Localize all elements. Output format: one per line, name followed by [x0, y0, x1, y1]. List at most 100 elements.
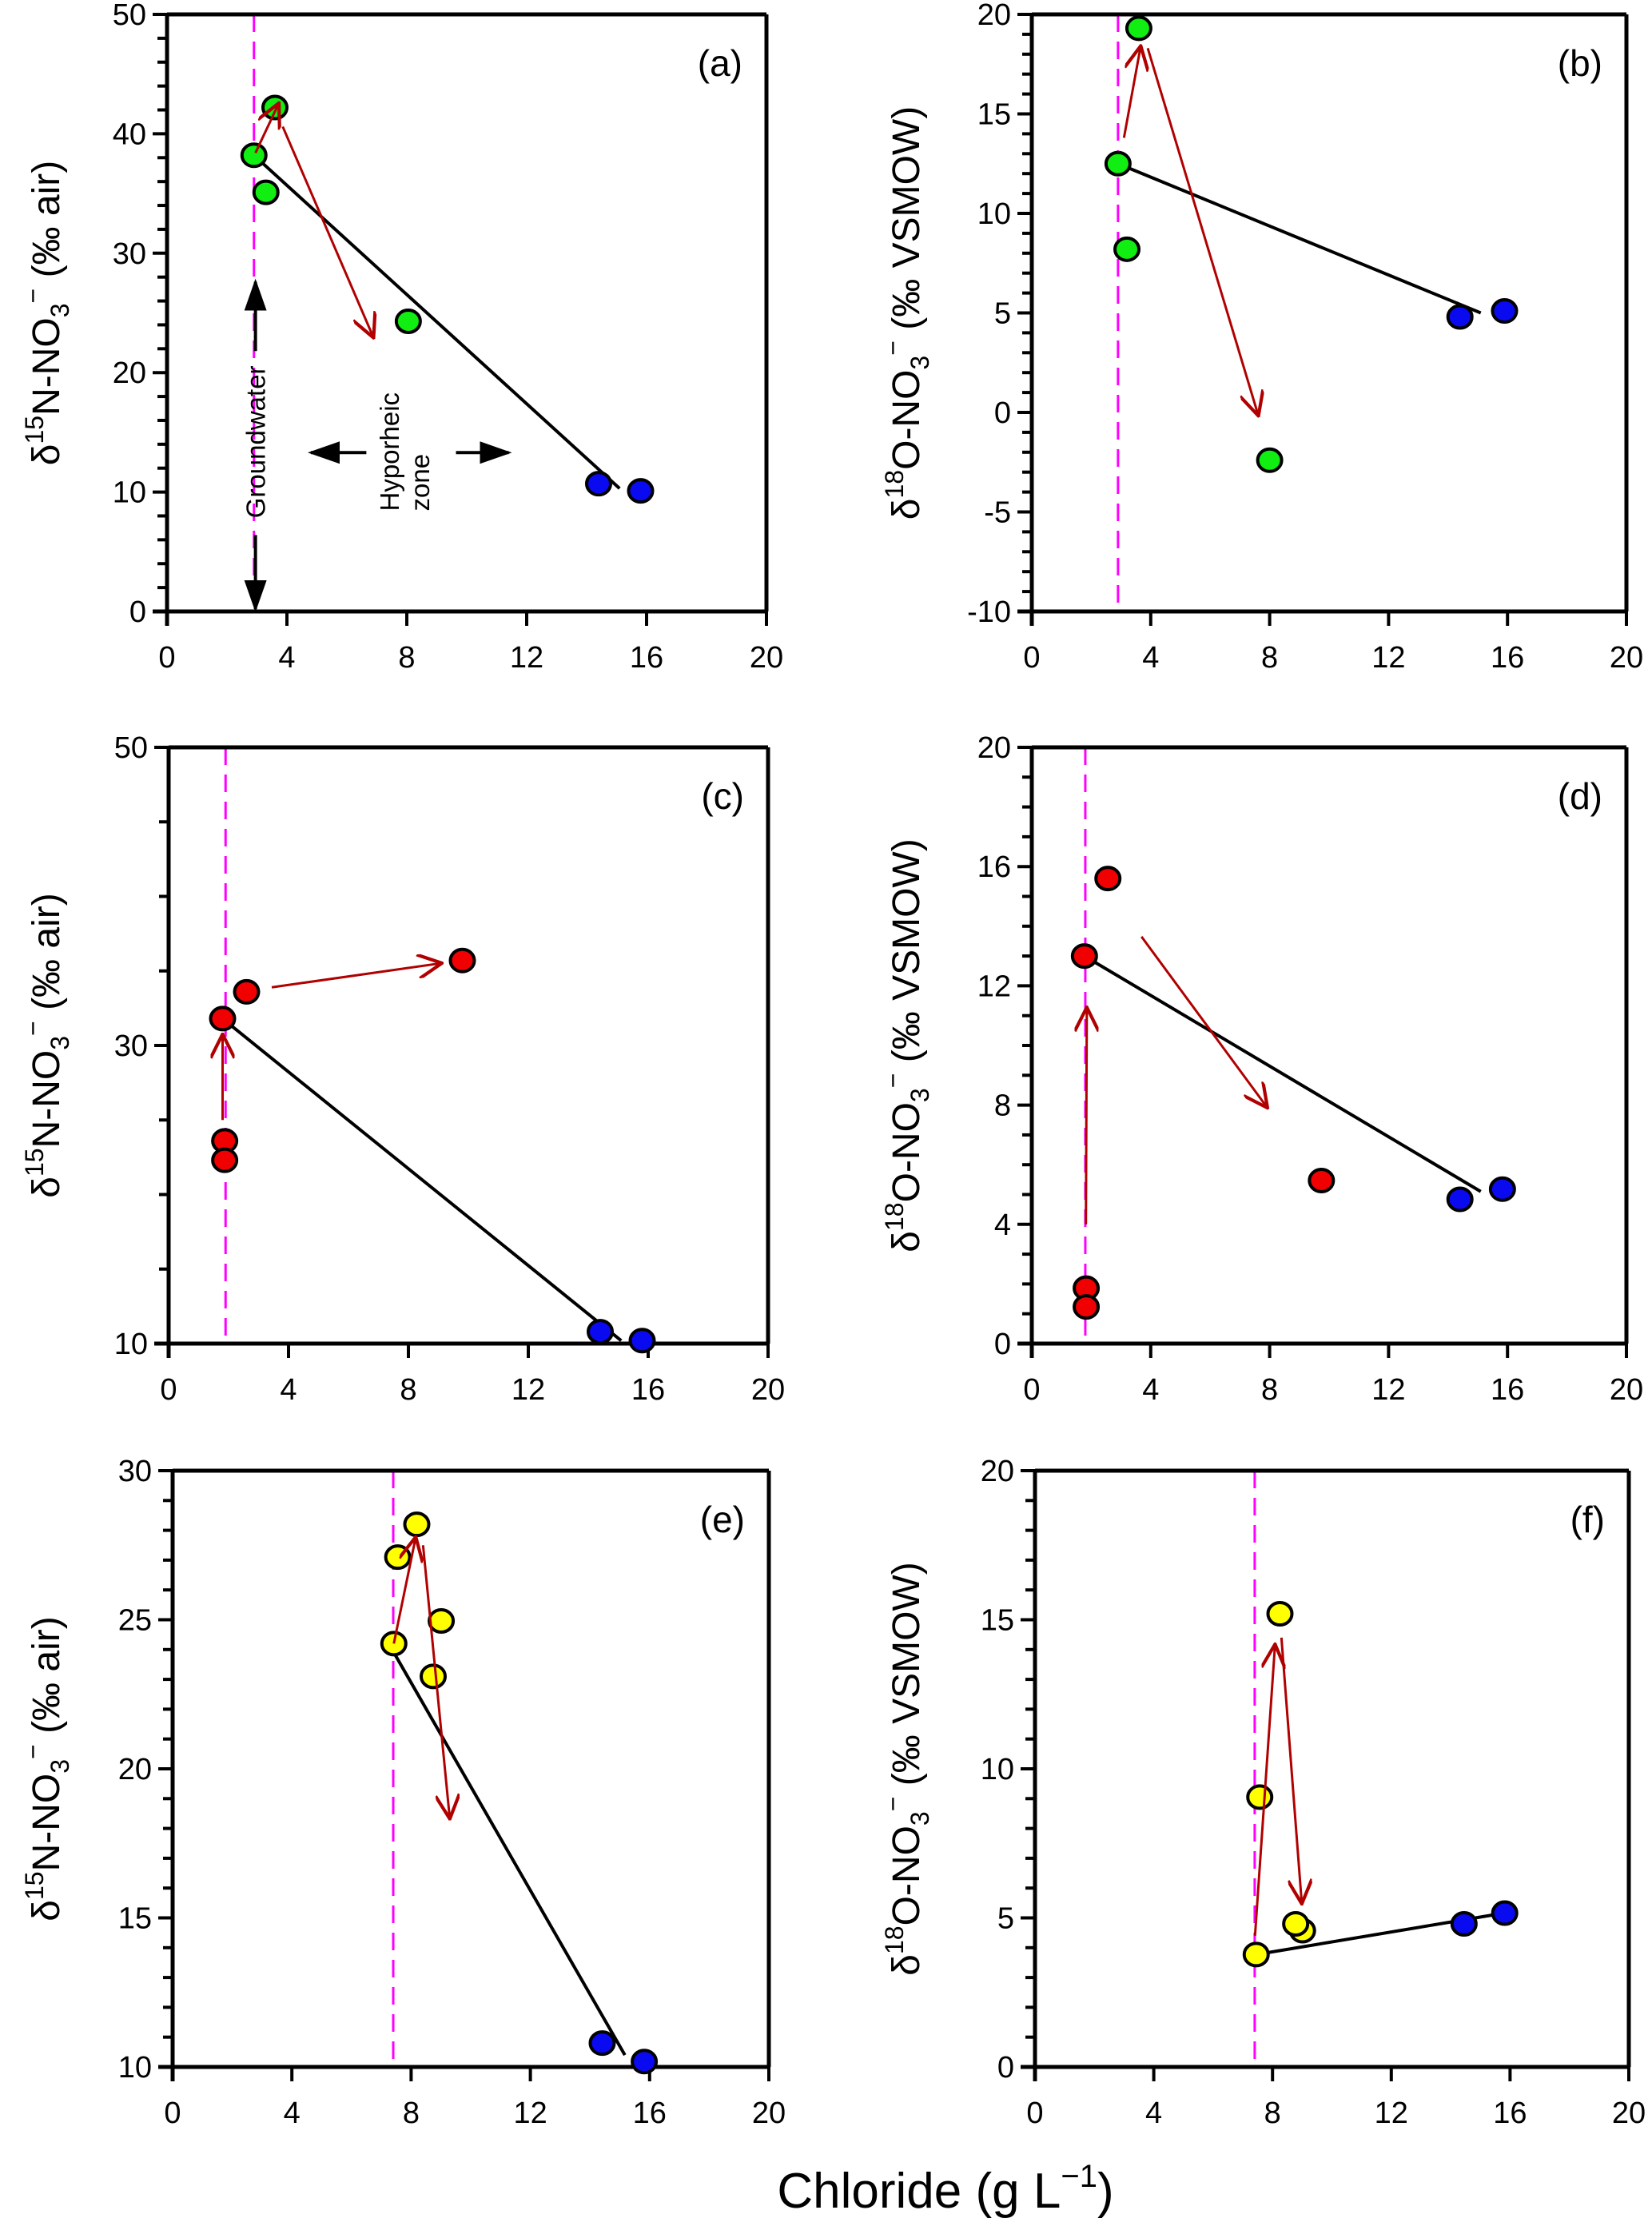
panel-e: 10 15 20 25 30 0 4 8 12 16 20 (e) δ15N-NO3− (‰ air): [18, 1455, 786, 2130]
hyporheic-point: [1308, 1167, 1336, 1193]
x-tick-label: 16: [630, 641, 663, 675]
hyporheic-point: [1266, 1601, 1294, 1627]
y-tick-label: 25: [118, 1604, 152, 1638]
y-tick-label: 0: [997, 2051, 1014, 2085]
river-point: [1488, 1176, 1516, 1202]
x-tick-label: 4: [284, 2097, 301, 2130]
y-axis-title: δ15N-NO3− (‰ air): [18, 893, 74, 1197]
panel-label: (d): [1558, 775, 1602, 817]
x-tick-label: 20: [1610, 641, 1643, 675]
x-tick-label: 16: [1493, 2097, 1527, 2130]
x-tick-label: 8: [1261, 1373, 1278, 1407]
mixing-line: [1117, 161, 1482, 315]
y-tick-label: 4: [994, 1209, 1011, 1242]
hyporheic-point: [233, 978, 261, 1005]
y-tick-label: 16: [977, 850, 1011, 884]
panel-a: 0 10 20 30 40 50 0 4 8 12 16 20 (a) δ15N-NO3− (‰ air)…: [18, 0, 783, 675]
panel-c: 10 30 50 0 4 8 12 16 20 (c) δ15N-NO3− (‰ air): [18, 731, 785, 1407]
y-tick-label: 0: [994, 1328, 1011, 1361]
y-tick-label: 20: [113, 356, 146, 390]
x-tick-label: 0: [1023, 641, 1040, 675]
x-tick-label: 20: [1610, 1373, 1643, 1407]
y-tick-label: 0: [129, 595, 146, 629]
x-tick-label: 8: [403, 2097, 420, 2130]
trend-arrow: [1280, 1637, 1301, 1901]
river-point: [1446, 1186, 1474, 1213]
x-tick-label: 0: [158, 641, 175, 675]
x-tick-label: 8: [400, 1373, 416, 1407]
hyporheic-point: [1246, 1784, 1274, 1810]
river-point: [588, 2030, 616, 2057]
trend-arrow: [1086, 1009, 1087, 1225]
hyporheic-point: [240, 142, 268, 169]
y-tick-label: 10: [113, 476, 146, 510]
river-point: [587, 1319, 614, 1345]
panel-label: (b): [1558, 42, 1602, 84]
hyporheic-point: [420, 1663, 448, 1690]
y-axis-title: δ15N-NO3− (‰ air): [18, 161, 74, 465]
x-tick-label: 20: [750, 641, 783, 675]
hyporheic-point: [1094, 866, 1122, 892]
y-tick-label: 50: [113, 0, 146, 32]
hyporheic-point: [1256, 447, 1284, 473]
river-point: [631, 2049, 659, 2075]
panel-label: (f): [1570, 1499, 1605, 1540]
hyporheic-point: [261, 94, 289, 121]
y-tick-label: 20: [981, 1455, 1014, 1488]
hyporheic-point: [1113, 236, 1141, 262]
y-tick-label: 5: [997, 1902, 1014, 1936]
y-axis-title: δ18O-NO3− (‰ VSMOW): [878, 1562, 934, 1975]
trend-arrow: [271, 963, 440, 989]
trend-arrow: [1253, 1647, 1275, 1936]
mixing-line: [392, 1651, 627, 2057]
x-tick-label: 20: [751, 1373, 785, 1407]
y-axis-title: δ15N-NO3− (‰ air): [18, 1616, 74, 1921]
y-tick-label: 20: [118, 1753, 152, 1786]
mixing-line: [253, 153, 621, 490]
x-axis-title: Chloride (g L−1): [777, 2159, 1113, 2219]
hyporheic-point: [1242, 1941, 1270, 1968]
river-point: [1491, 298, 1519, 325]
y-tick-label: 10: [977, 197, 1011, 231]
hyporheic-point: [209, 1005, 237, 1032]
hyporheic-point: [211, 1147, 239, 1173]
y-tick-label: 15: [977, 98, 1011, 132]
x-tick-label: 4: [1142, 1373, 1159, 1407]
x-tick-label: 8: [1261, 641, 1278, 675]
x-tick-label: 4: [1145, 2097, 1162, 2130]
river-point: [1491, 1900, 1519, 1926]
panel-b: -10 -5 0 5 10 15 20 0 4 8 12 16 20 (b) δ18O-NO3− (‰ VS…: [878, 0, 1643, 675]
x-tick-label: 12: [510, 641, 543, 675]
y-axis-title: δ18O-NO3− (‰ VSMOW): [878, 838, 934, 1252]
x-tick-label: 20: [1612, 2097, 1646, 2130]
mixing-line: [221, 1017, 623, 1342]
trend-arrow: [1146, 47, 1258, 413]
y-tick-label: 30: [113, 237, 146, 271]
y-tick-label: 15: [118, 1902, 152, 1936]
hyporheic-point: [252, 179, 280, 205]
x-tick-label: 16: [1491, 641, 1524, 675]
trend-arrow: [392, 1539, 416, 1644]
y-tick-label: 15: [981, 1604, 1014, 1638]
trend-arrow: [1122, 48, 1140, 138]
hyporheic-point: [1282, 1910, 1310, 1937]
x-tick-label: 16: [631, 1373, 665, 1407]
river-point: [627, 478, 655, 504]
x-tick-label: 12: [513, 2097, 547, 2130]
hyporheic-point: [428, 1607, 456, 1634]
x-tick-label: 12: [1371, 641, 1405, 675]
y-tick-label: 12: [977, 970, 1011, 1003]
y-axis-title: δ18O-NO3− (‰ VSMOW): [878, 106, 934, 520]
river-point: [1446, 304, 1474, 330]
x-tick-label: 4: [1142, 641, 1159, 675]
river-point: [1450, 1910, 1478, 1937]
x-tick-label: 8: [398, 641, 415, 675]
x-tick-label: 16: [633, 2097, 667, 2130]
y-tick-label: 0: [994, 396, 1011, 430]
panel-label: (e): [700, 1499, 745, 1540]
trend-arrow: [1140, 935, 1266, 1106]
x-tick-label: 0: [160, 1373, 177, 1407]
x-tick-label: 16: [1491, 1373, 1524, 1407]
panel-label: (a): [698, 42, 742, 84]
